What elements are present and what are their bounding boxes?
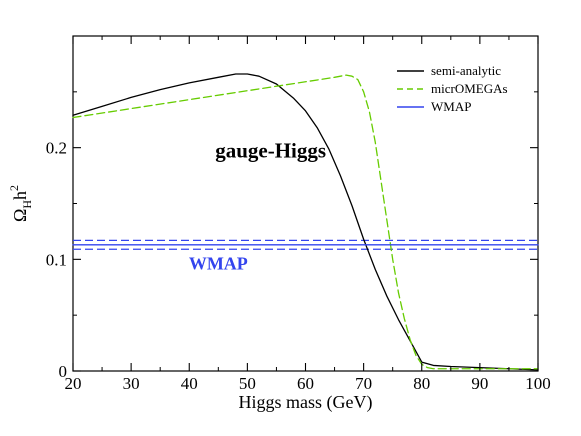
annotation-gauge-higgs: gauge-Higgs <box>215 139 326 163</box>
series-micromegas <box>72 74 539 370</box>
x-tick-label-90: 90 <box>471 374 488 393</box>
x-ticks: 20 30 40 50 60 70 80 90 100 <box>65 36 551 393</box>
x-tick-label-70: 70 <box>355 374 372 393</box>
x-tick-label-80: 80 <box>413 374 430 393</box>
y-ticks: 0 0.1 0.2 <box>46 91 538 381</box>
x-tick-label-100: 100 <box>525 374 551 393</box>
series-layer <box>72 73 539 371</box>
legend-label-semi-analytic: semi-analytic <box>431 63 501 78</box>
x-tick-label-20: 20 <box>65 374 82 393</box>
series-semi-analytic <box>72 73 539 371</box>
y-axis-label-mid: h <box>10 191 30 200</box>
y-axis-label-sup: 2 <box>7 185 21 191</box>
x-tick-label-60: 60 <box>297 374 314 393</box>
wmap-band <box>73 239 538 250</box>
y-axis-label-sub: H <box>20 200 34 209</box>
plot-area: 20 30 40 50 60 70 80 90 100 0 0.1 0.2 <box>46 35 551 393</box>
legend-label-micromegas: micrOMEGAs <box>431 81 508 96</box>
x-axis-label: Higgs mass (GeV) <box>239 392 373 413</box>
x-tick-label-50: 50 <box>239 374 256 393</box>
legend: semi-analytic micrOMEGAs WMAP <box>397 63 508 114</box>
x-tick-label-40: 40 <box>181 374 198 393</box>
y-axis-label-base: Ω <box>10 209 30 222</box>
legend-label-wmap: WMAP <box>431 99 471 114</box>
y-tick-label-0.1: 0.1 <box>46 250 67 269</box>
x-tick-label-30: 30 <box>123 374 140 393</box>
annotation-wmap: WMAP <box>189 253 248 273</box>
y-tick-label-0: 0 <box>59 362 68 381</box>
y-axis-label: ΩHh2 <box>7 185 34 222</box>
y-tick-label-0.2: 0.2 <box>46 139 67 158</box>
